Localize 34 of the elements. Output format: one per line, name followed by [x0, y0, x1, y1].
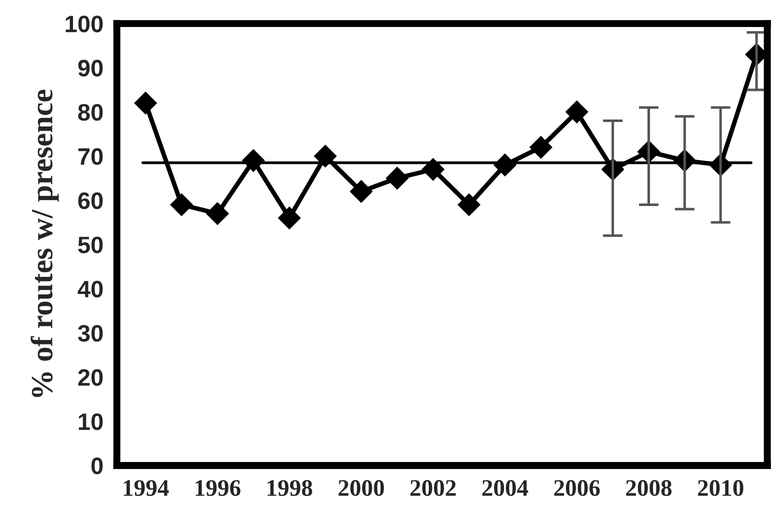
x-tick-label: 2008 — [626, 480, 672, 496]
point — [530, 136, 552, 159]
y-tick-label: 90 — [78, 60, 103, 77]
x-tick-label: 1996 — [196, 480, 240, 496]
point — [314, 144, 337, 168]
point — [350, 180, 373, 203]
point — [494, 154, 516, 176]
x-tick-label: 2002 — [410, 480, 456, 496]
x-tick-label: 2006 — [554, 480, 600, 496]
point — [170, 193, 193, 216]
y-tick-label: 70 — [78, 148, 103, 165]
y-tick-label: 40 — [78, 280, 103, 298]
x-tick-label: 2004 — [482, 480, 528, 496]
y-tick-label: 10 — [78, 413, 103, 430]
point — [422, 158, 444, 181]
x-tick-label: 2000 — [338, 480, 384, 496]
x-tick-label: 1998 — [268, 480, 312, 496]
point — [458, 193, 480, 216]
point — [242, 149, 265, 172]
point — [206, 202, 229, 225]
x-tick-label: 2010 — [698, 480, 744, 496]
point — [386, 166, 408, 190]
point — [566, 100, 588, 124]
y-tick-label: 80 — [78, 104, 103, 121]
y-tick-label: 100 — [66, 16, 103, 32]
y-tick-label: 30 — [78, 324, 103, 342]
y-tick-label: 60 — [78, 192, 103, 210]
y-tick-label: 50 — [78, 236, 103, 254]
y-tick-label: 20 — [78, 369, 103, 386]
point — [278, 206, 301, 230]
point — [134, 92, 157, 114]
y-axis-title: % of routes w/ presence — [30, 90, 59, 397]
y-tick-label: 0 — [91, 458, 103, 474]
x-tick-label: 1994 — [124, 480, 169, 496]
